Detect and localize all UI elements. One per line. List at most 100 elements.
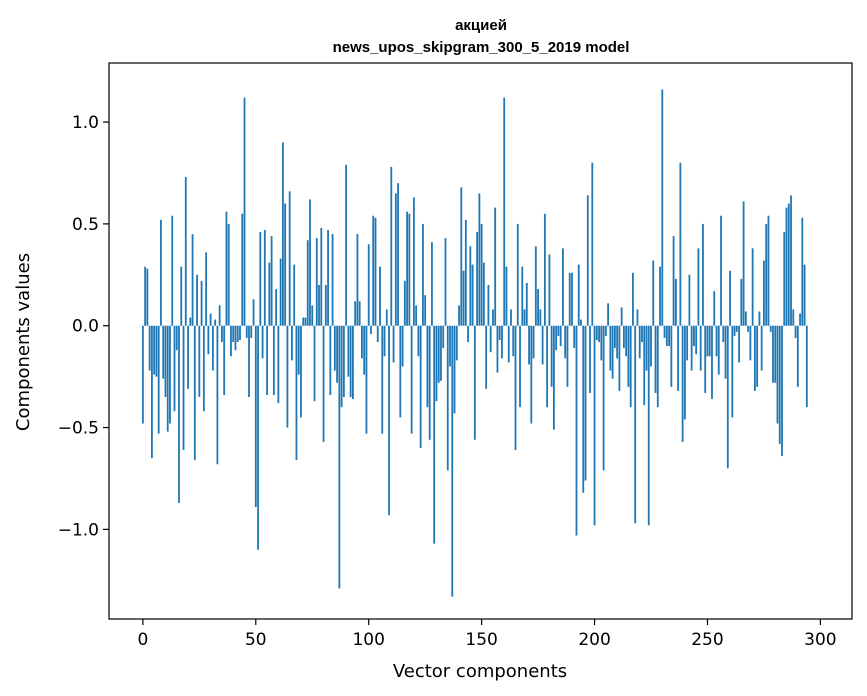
bar-229 [659, 266, 661, 326]
bar-24 [196, 274, 198, 326]
bar-236 [674, 278, 677, 326]
bar-100 [367, 244, 370, 326]
bar-267 [744, 311, 747, 326]
bar-85 [333, 325, 336, 371]
bar-245 [695, 325, 698, 355]
bar-214 [625, 325, 628, 357]
bar-193 [577, 264, 580, 326]
y-tick-label: 0.0 [72, 317, 99, 337]
bar-224 [647, 325, 650, 526]
x-tick-label: 300 [804, 630, 836, 650]
bar-75 [311, 305, 314, 326]
bar-202 [598, 325, 600, 343]
bar-128 [431, 242, 433, 326]
bar-266 [742, 201, 745, 326]
bar-44 [241, 213, 244, 326]
bar-201 [595, 325, 598, 340]
bar-1 [144, 266, 147, 326]
bar-116 [403, 280, 406, 326]
bar-276 [765, 223, 768, 326]
bar-170 [525, 282, 528, 326]
bar-231 [663, 325, 666, 338]
bar-290 [796, 325, 799, 387]
bar-38 [227, 223, 230, 326]
bar-242 [688, 274, 691, 326]
bar-54 [263, 230, 266, 326]
bar-9 [162, 325, 165, 379]
bar-0 [141, 325, 144, 424]
bar-35 [221, 325, 223, 343]
bar-272 [756, 325, 759, 387]
bar-165 [514, 325, 517, 450]
bar-99 [365, 325, 368, 434]
bar-40 [232, 325, 235, 343]
bar-50 [254, 325, 257, 507]
bar-3 [148, 325, 151, 371]
bar-190 [571, 272, 573, 326]
bar-18 [182, 325, 185, 450]
bar-113 [397, 183, 399, 326]
bar-93 [352, 325, 354, 400]
bar-37 [225, 211, 228, 326]
bar-148 [476, 232, 479, 326]
bar-94 [354, 301, 357, 326]
bar-147 [473, 325, 476, 440]
bar-192 [575, 325, 578, 536]
bar-278 [769, 325, 772, 332]
bar-159 [501, 325, 503, 359]
bar-258 [724, 325, 727, 379]
bar-4 [151, 325, 153, 459]
bar-154 [489, 325, 492, 353]
bar-204 [602, 325, 605, 471]
bar-287 [790, 195, 792, 326]
bar-27 [202, 325, 205, 412]
bar-155 [492, 309, 494, 326]
bar-260 [729, 270, 731, 326]
bar-103 [374, 217, 377, 326]
bar-212 [620, 307, 623, 326]
bar-139 [455, 325, 458, 361]
bar-189 [568, 272, 571, 326]
bar-248 [702, 223, 704, 326]
bar-81 [324, 284, 327, 326]
bar-47 [248, 325, 250, 398]
bar-145 [469, 246, 472, 326]
bar-111 [392, 325, 395, 363]
bar-257 [722, 325, 725, 343]
bar-132 [440, 325, 442, 381]
bar-156 [494, 207, 497, 326]
bar-63 [284, 203, 287, 326]
bar-22 [191, 234, 194, 326]
bar-195 [582, 325, 585, 493]
x-tick-label: 150 [465, 630, 497, 650]
bar-173 [532, 325, 535, 359]
bar-78 [318, 284, 320, 326]
bar-247 [699, 325, 702, 371]
bar-269 [749, 325, 752, 361]
bar-185 [559, 325, 562, 347]
bar-251 [708, 325, 711, 357]
bar-250 [706, 325, 709, 357]
bar-48 [250, 325, 253, 338]
chart-title-line-2: news_upos_skipgram_300_5_2019 model [333, 39, 630, 56]
bar-118 [408, 213, 411, 326]
bar-252 [711, 325, 713, 400]
bar-222 [643, 325, 646, 406]
y-tick-label: 0.5 [72, 215, 99, 235]
bar-12 [169, 325, 171, 424]
bar-29 [207, 325, 210, 355]
bar-210 [616, 325, 619, 359]
bar-280 [774, 325, 777, 383]
bar-141 [460, 187, 463, 326]
bar-62 [281, 142, 284, 326]
bar-89 [342, 325, 345, 398]
bar-110 [390, 166, 393, 326]
bar-268 [747, 325, 750, 332]
bar-150 [480, 223, 483, 326]
bar-97 [361, 325, 363, 359]
bar-36 [223, 325, 226, 395]
bar-256 [720, 215, 722, 326]
bar-133 [442, 325, 445, 349]
bar-240 [683, 325, 686, 420]
bar-77 [315, 238, 318, 326]
